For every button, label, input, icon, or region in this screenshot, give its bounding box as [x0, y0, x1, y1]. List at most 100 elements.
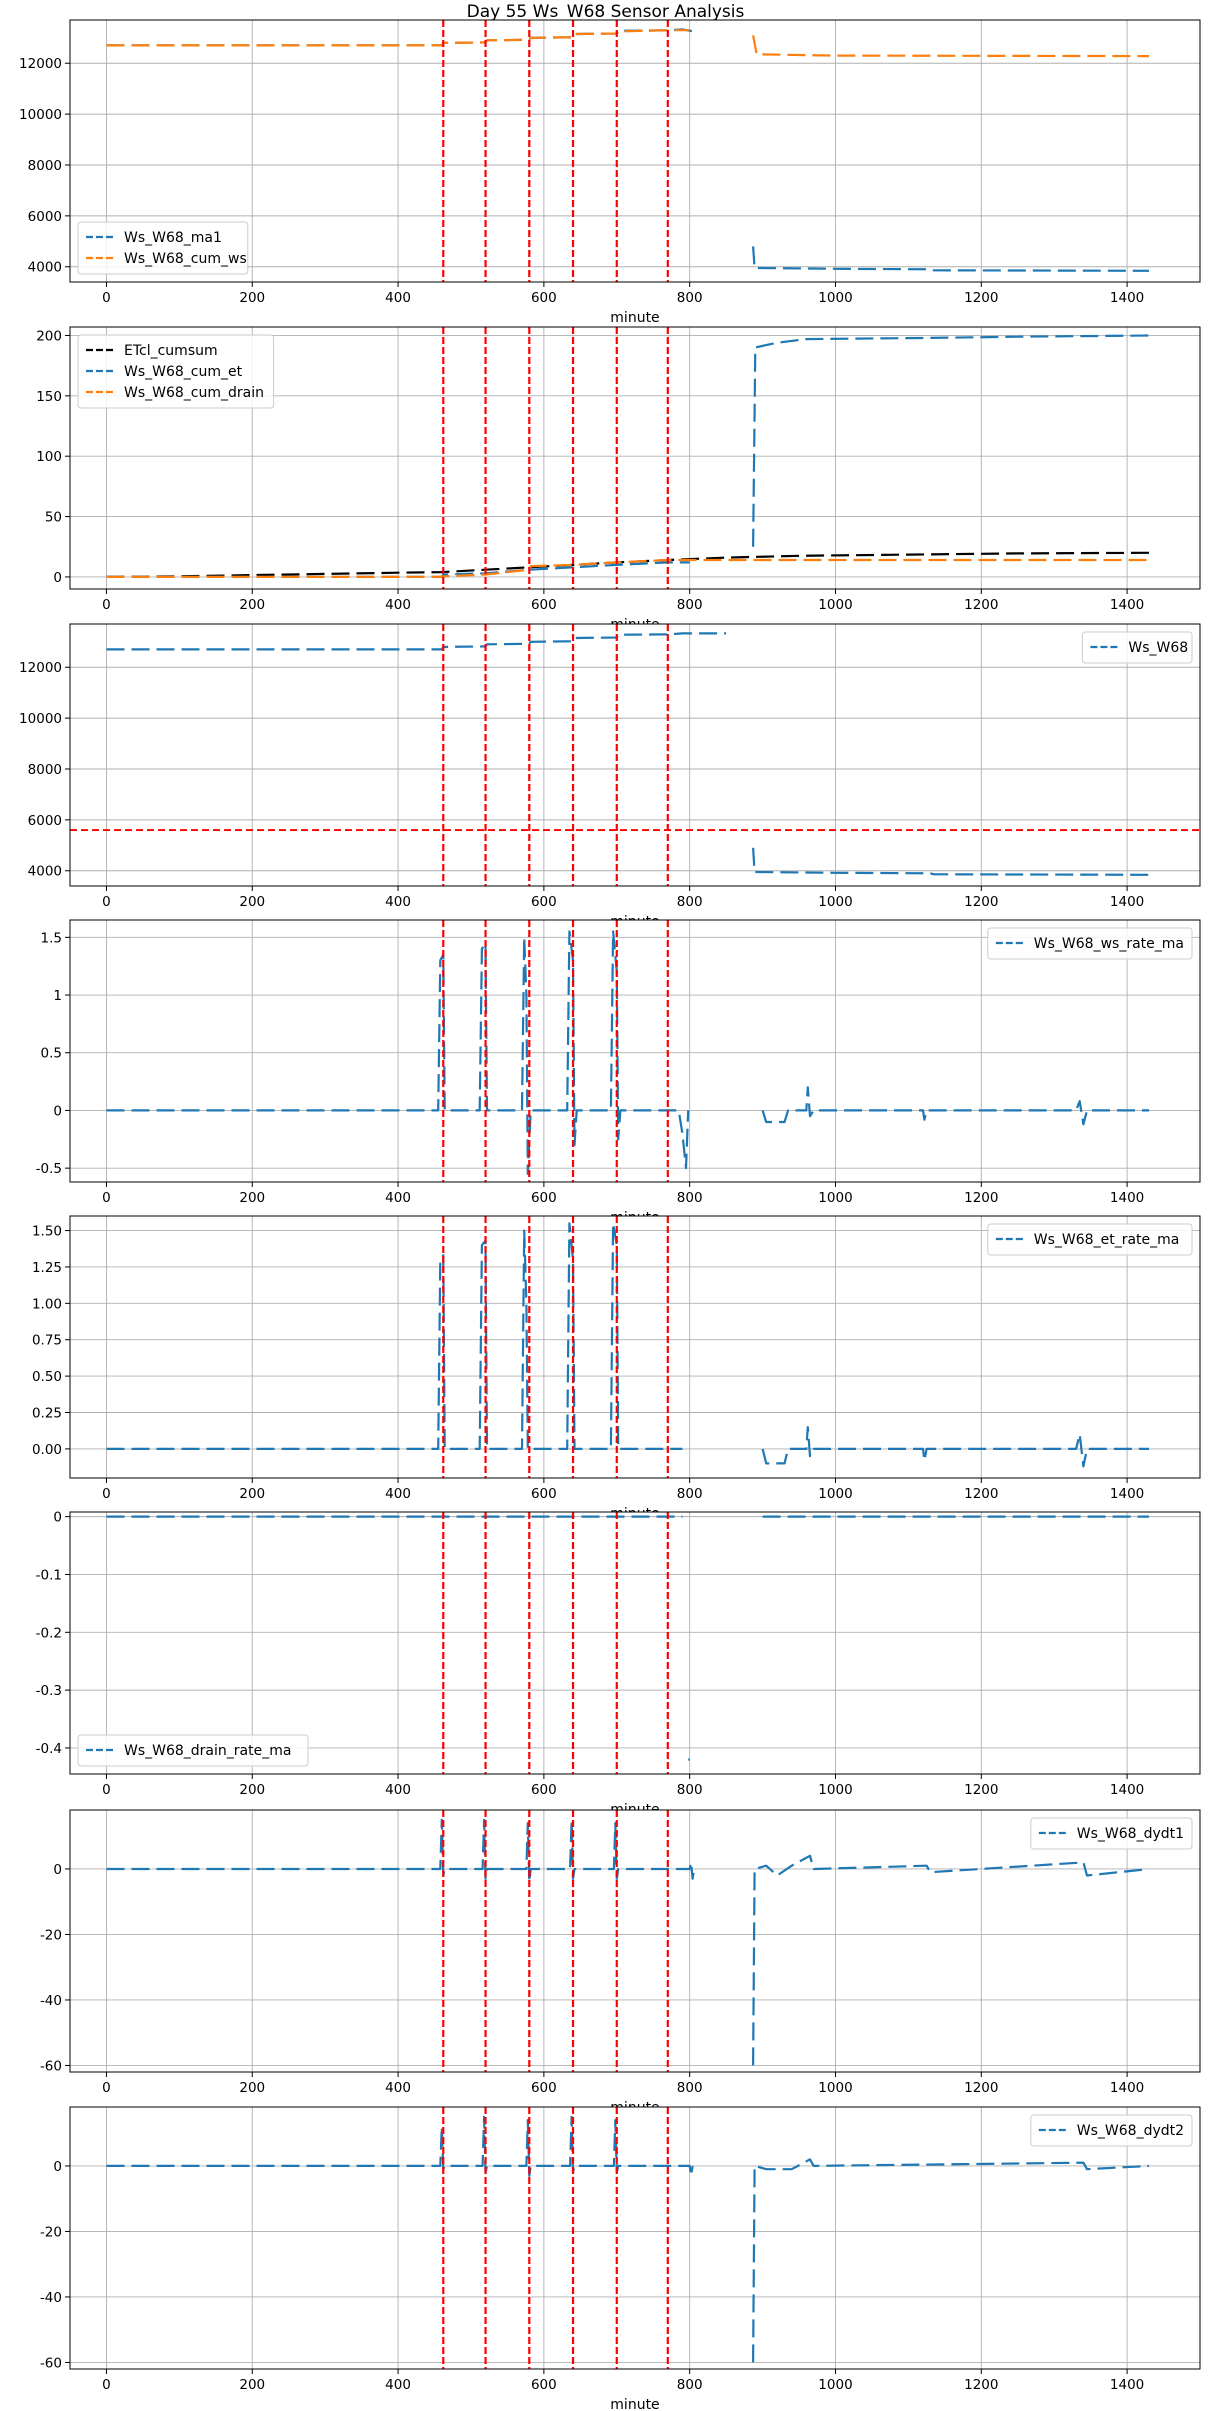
- legend-box: [1030, 2114, 1193, 2147]
- x-tick-label: 1400: [1110, 597, 1144, 613]
- y-tick-label: -20: [40, 2224, 62, 2240]
- y-tick-label: 1.00: [32, 1296, 62, 1312]
- legend-label: Ws_W68_dydt2: [1077, 2123, 1184, 2139]
- x-tick-label: 400: [385, 894, 411, 910]
- x-tick-label: 200: [239, 290, 265, 306]
- legend-label: Ws_W68_ma1: [124, 230, 222, 246]
- legend-label: Ws_W68_cum_et: [124, 364, 243, 380]
- subplot-8: 0 200 400 600 800 1000 1200 1400 -60 -40 -20 0 minut…: [40, 2106, 1201, 2411]
- x-tick-label: 1200: [964, 894, 998, 910]
- x-tick-label: 0: [102, 1486, 111, 1502]
- x-tick-label: 1000: [818, 290, 852, 306]
- x-tick-label: 800: [677, 597, 703, 613]
- plot-content: [106, 2107, 1150, 2369]
- series-line-Ws_W68_dydt1: [106, 1818, 1150, 2066]
- legend: Ws_W68: [1081, 631, 1193, 664]
- x-tick-label: 600: [531, 2080, 557, 2096]
- x-tick-label: 1200: [964, 2080, 998, 2096]
- y-tick-label: 1.25: [32, 1260, 62, 1276]
- x-tick-label: 1000: [818, 2377, 852, 2393]
- x-tick-label: 0: [102, 1782, 111, 1798]
- plot-content: [106, 920, 1149, 1182]
- x-tick-label: 1400: [1110, 1782, 1144, 1798]
- subplot-6: 0 200 400 600 800 1000 1200 1400 -0.4 -0.3 -0.2 -0.…: [36, 1510, 1201, 1818]
- y-tick-label: 1.5: [41, 930, 62, 946]
- legend-label: Ws_W68_drain_rate_ma: [124, 1743, 291, 1759]
- legend: Ws_W68_et_rate_ma: [987, 1223, 1193, 1256]
- x-tick-label: 0: [102, 290, 111, 306]
- x-tick-label: 600: [531, 1782, 557, 1798]
- y-tick-label: -40: [40, 1993, 62, 2009]
- legend-box: [77, 221, 249, 275]
- plot-area: [70, 2107, 1200, 2369]
- plot-frame: [69, 2106, 1201, 2370]
- y-tick-label: -0.2: [36, 1625, 62, 1641]
- legend-box: [1081, 631, 1193, 664]
- legend-label: Ws_W68: [1128, 640, 1188, 656]
- legend-box: [77, 334, 275, 409]
- y-tick-label: 0.50: [32, 1369, 62, 1385]
- x-tick-label: 800: [677, 1782, 703, 1798]
- y-tick-label: -40: [40, 2290, 62, 2306]
- x-tick-label: 400: [385, 290, 411, 306]
- x-tick-label: 1200: [964, 1782, 998, 1798]
- x-tick-label: 1400: [1110, 1190, 1144, 1206]
- plot-frame: [69, 623, 1201, 887]
- y-tick-label: 4000: [28, 260, 62, 276]
- y-tick-label: 0: [53, 1862, 62, 1878]
- x-tick-label: 600: [531, 597, 557, 613]
- x-tick-label: 1200: [964, 290, 998, 306]
- legend-box: [1030, 1817, 1193, 1850]
- x-tick-label: 200: [239, 2080, 265, 2096]
- y-tick-label: 8000: [28, 158, 62, 174]
- x-tick-label: 800: [677, 290, 703, 306]
- legend-box: [77, 1734, 309, 1767]
- x-tick-label: 400: [385, 2080, 411, 2096]
- x-tick-label: 1000: [818, 1782, 852, 1798]
- legend: Ws_W68_ma1 Ws_W68_cum_ws: [77, 221, 249, 275]
- plot-frame: [69, 326, 1201, 590]
- y-tick-label: 1.50: [32, 1224, 62, 1240]
- plot-frame: [69, 919, 1201, 1183]
- legend-label: Ws_W68_cum_ws: [124, 251, 247, 267]
- x-tick-label: 400: [385, 1782, 411, 1798]
- series-line-Ws_W68_et_rate_ma: [106, 1222, 1149, 1468]
- y-tick-label: 6000: [28, 813, 62, 829]
- plot-frame: [69, 1215, 1201, 1479]
- x-tick-label: 400: [385, 1190, 411, 1206]
- x-tick-label: 200: [239, 1190, 265, 1206]
- x-tick-label: 1200: [964, 2377, 998, 2393]
- legend: Ws_W68_drain_rate_ma: [77, 1734, 309, 1767]
- y-tick-label: -20: [40, 1927, 62, 1943]
- figure-title: Day 55 Ws_W68 Sensor Analysis: [466, 2, 745, 22]
- y-tick-label: 0: [53, 1510, 62, 1526]
- legend: Ws_W68_ws_rate_ma: [987, 927, 1193, 960]
- y-tick-label: -0.3: [36, 1683, 62, 1699]
- legend-box: [987, 927, 1193, 960]
- x-axis-label: minute: [610, 310, 659, 326]
- x-tick-label: 600: [531, 1190, 557, 1206]
- subplot-2: 0200400600800100012001400050100150200min…: [36, 326, 1201, 633]
- y-tick-label: 4000: [28, 864, 62, 880]
- x-tick-label: 1000: [818, 1190, 852, 1206]
- subplot-7: 0200400600800100012001400-60-40-200minut…: [40, 1809, 1201, 2116]
- y-tick-label: 100: [36, 449, 62, 465]
- series-line-ETcl_cumsum: [106, 551, 1150, 578]
- y-tick-label: -0.1: [36, 1567, 62, 1583]
- y-tick-label: 8000: [28, 762, 62, 778]
- subplot-1: 0 200 400 600 800 1000 1200 1400 4000 6000 8000 100…: [19, 19, 1201, 326]
- legend-label: Ws_W68_dydt1: [1077, 1826, 1184, 1842]
- plot-area: [70, 920, 1200, 1182]
- x-tick-label: 1000: [818, 894, 852, 910]
- y-tick-label: 6000: [28, 209, 62, 225]
- legend-label: Ws_W68_ws_rate_ma: [1034, 936, 1184, 952]
- x-tick-label: 200: [239, 1782, 265, 1798]
- y-tick-label: 0: [53, 570, 62, 586]
- series-line-Ws_W68_drain_rate_ma: [106, 1515, 1149, 1761]
- x-tick-label: 400: [385, 2377, 411, 2393]
- plot-frame: [69, 19, 1201, 283]
- y-tick-label: 0.00: [32, 1442, 62, 1458]
- x-tick-label: 200: [239, 894, 265, 910]
- x-tick-label: 1400: [1110, 2377, 1144, 2393]
